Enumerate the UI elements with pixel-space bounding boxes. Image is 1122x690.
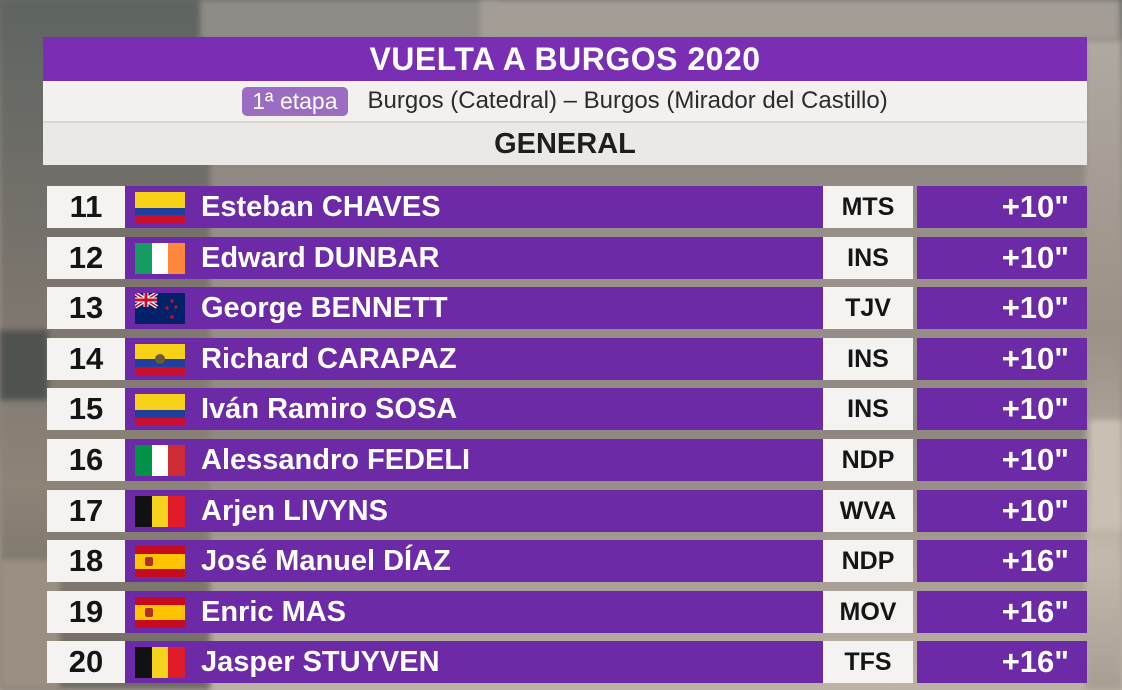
team-code: NDP: [823, 439, 913, 481]
time-gap: +16": [917, 540, 1087, 583]
team-code: MTS: [823, 186, 913, 228]
rider-name: José Manuel DÍAZ: [201, 545, 451, 578]
rider-position: 14: [47, 337, 125, 380]
rider-name: Arjen LIVYNS: [201, 494, 388, 527]
standings-row: 11 Esteban CHAVES MTS +10": [43, 186, 1087, 228]
rider-position: 19: [47, 590, 125, 633]
standings-row: 13 George BENNETT TJV +10": [43, 287, 1087, 330]
team-code: INS: [823, 236, 913, 279]
team-code: TJV: [823, 287, 913, 330]
time-gap: +10": [917, 489, 1087, 532]
background-rooftops-right: [480, 0, 1120, 40]
team-code: WVA: [823, 489, 913, 532]
time-gap: +16": [917, 641, 1087, 684]
rider-position: 12: [47, 236, 125, 279]
rider-name-cell: Jasper STUYVEN: [125, 641, 865, 684]
time-gap: +16": [917, 590, 1087, 633]
rider-name-cell: Arjen LIVYNS: [125, 489, 865, 532]
rider-name-cell: Alessandro FEDELI: [125, 439, 865, 481]
rider-name: Enric MAS: [201, 595, 347, 628]
rider-name-cell: George BENNETT: [125, 287, 865, 330]
rider-name-cell: Enric MAS: [125, 590, 865, 633]
race-title: VUELTA A BURGOS 2020: [43, 37, 1087, 81]
results-board: VUELTA A BURGOS 2020 1ª etapa Burgos (Ca…: [43, 37, 1087, 165]
stage-route: Burgos (Catedral) – Burgos (Mirador del …: [367, 87, 888, 114]
team-code: INS: [823, 388, 913, 431]
rider-position: 17: [47, 489, 125, 532]
rider-position: 18: [47, 540, 125, 583]
rider-name: Esteban CHAVES: [201, 191, 441, 223]
standings-row: 19 Enric MAS MOV +16": [43, 590, 1087, 633]
ireland-flag-icon: [135, 242, 185, 274]
standings-row: 12 Edward DUNBAR INS +10": [43, 236, 1087, 279]
standings-row: 20 Jasper STUYVEN TFS +16": [43, 641, 1087, 684]
new-zealand-flag-icon: [135, 293, 185, 325]
rider-position: 11: [47, 186, 125, 228]
rider-name: George BENNETT: [201, 292, 448, 325]
team-code: MOV: [823, 590, 913, 633]
time-gap: +10": [917, 337, 1087, 380]
time-gap: +10": [917, 287, 1087, 330]
rider-name: Edward DUNBAR: [201, 241, 440, 274]
rider-position: 20: [47, 641, 125, 684]
belgium-flag-icon: [135, 647, 185, 679]
classification-title: GENERAL: [43, 121, 1087, 165]
colombia-flag-icon: [135, 192, 185, 223]
rider-name-cell: Richard CARAPAZ: [125, 337, 865, 380]
spain-flag-icon: [135, 546, 185, 578]
team-code: NDP: [823, 540, 913, 583]
belgium-flag-icon: [135, 495, 185, 527]
rider-position: 13: [47, 287, 125, 330]
rider-name-cell: Esteban CHAVES: [125, 186, 865, 228]
time-gap: +10": [917, 388, 1087, 431]
background-building-right: [1085, 40, 1122, 690]
standings-row: 17 Arjen LIVYNS WVA +10": [43, 489, 1087, 532]
rider-name: Iván Ramiro SOSA: [201, 393, 458, 426]
stage-badge: 1ª etapa: [242, 86, 348, 116]
time-gap: +10": [917, 186, 1087, 228]
time-gap: +10": [917, 439, 1087, 481]
background-rooftops: [200, 0, 500, 40]
stage-info: 1ª etapa Burgos (Catedral) – Burgos (Mir…: [43, 81, 1087, 121]
standings-row: 14 Richard CARAPAZ INS +10": [43, 337, 1087, 380]
standings-row: 15 Iván Ramiro SOSA INS +10": [43, 388, 1087, 431]
ecuador-flag-icon: [135, 343, 185, 375]
rider-name: Richard CARAPAZ: [201, 342, 457, 375]
rider-name-cell: José Manuel DÍAZ: [125, 540, 865, 583]
italy-flag-icon: [135, 445, 185, 476]
rider-name-cell: Edward DUNBAR: [125, 236, 865, 279]
background-window: [0, 330, 48, 400]
standings-row: 18 José Manuel DÍAZ NDP +16": [43, 540, 1087, 583]
background-facade: [1090, 420, 1122, 530]
rider-name: Alessandro FEDELI: [201, 444, 471, 476]
rider-name-cell: Iván Ramiro SOSA: [125, 388, 865, 431]
team-code: TFS: [823, 641, 913, 684]
rider-position: 15: [47, 388, 125, 431]
colombia-flag-icon: [135, 394, 185, 426]
rider-name: Jasper STUYVEN: [201, 646, 440, 679]
rider-position: 16: [47, 439, 125, 481]
standings-row: 16 Alessandro FEDELI NDP +10": [43, 439, 1087, 481]
spain-flag-icon: [135, 596, 185, 628]
team-code: INS: [823, 337, 913, 380]
time-gap: +10": [917, 236, 1087, 279]
